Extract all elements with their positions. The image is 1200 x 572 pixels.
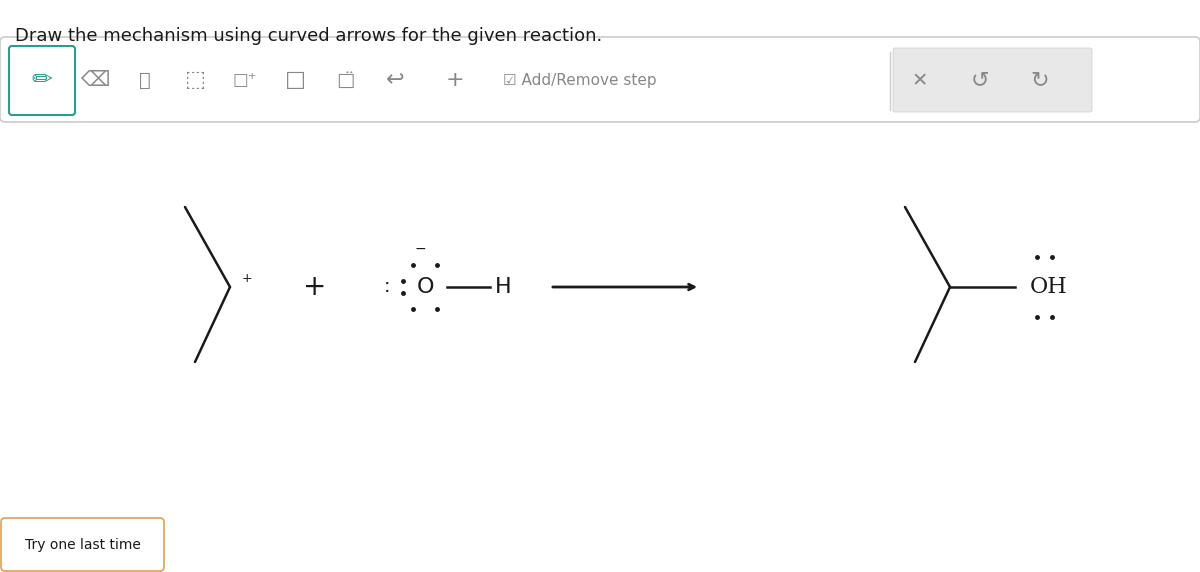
Text: □: □: [284, 70, 306, 90]
Text: ✋: ✋: [139, 71, 151, 90]
Text: OH: OH: [1030, 276, 1068, 298]
Text: +: +: [242, 272, 253, 285]
Text: +: +: [445, 70, 464, 90]
Text: Try one last time: Try one last time: [25, 538, 140, 551]
FancyBboxPatch shape: [10, 46, 74, 115]
FancyBboxPatch shape: [893, 48, 1092, 112]
Text: ☑ Add/Remove step: ☑ Add/Remove step: [503, 73, 656, 88]
Text: −: −: [414, 242, 426, 256]
Text: ↩: ↩: [385, 70, 404, 90]
Text: +: +: [304, 273, 326, 301]
FancyBboxPatch shape: [0, 37, 1200, 122]
Text: ⬚: ⬚: [185, 70, 205, 90]
Text: ↻: ↻: [1031, 70, 1049, 90]
Text: ↺: ↺: [971, 70, 989, 90]
Text: ✏: ✏: [31, 69, 53, 93]
Text: ✕: ✕: [912, 71, 928, 90]
Text: Draw the mechanism using curved arrows for the given reaction.: Draw the mechanism using curved arrows f…: [14, 27, 602, 45]
Text: ⌫: ⌫: [80, 70, 109, 90]
Text: :: :: [384, 277, 390, 296]
Text: □̈: □̈: [336, 71, 354, 90]
Text: O: O: [416, 277, 433, 297]
Text: H: H: [494, 277, 511, 297]
FancyBboxPatch shape: [1, 518, 164, 571]
Text: □⁺: □⁺: [233, 72, 257, 89]
